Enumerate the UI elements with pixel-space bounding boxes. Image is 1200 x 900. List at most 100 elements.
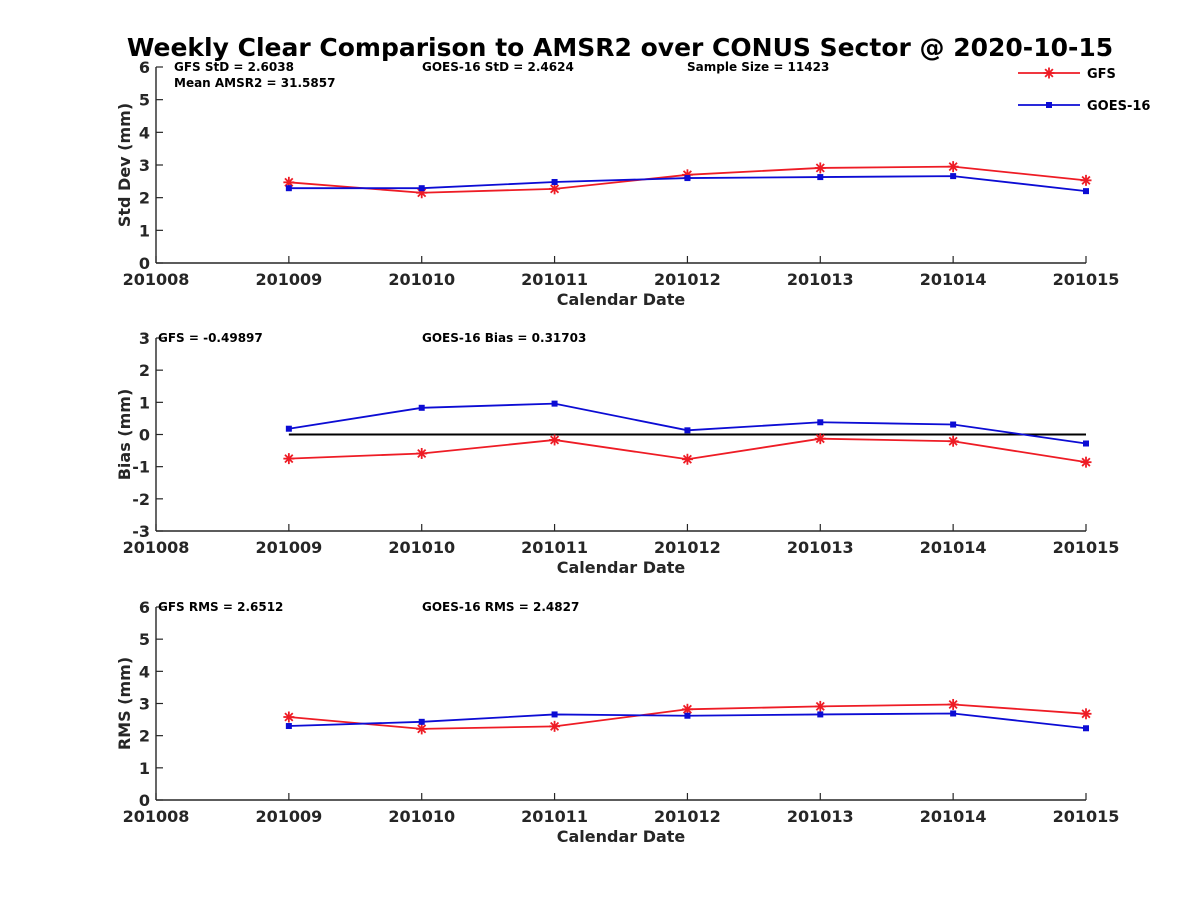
data-point-goes-16	[817, 174, 824, 181]
y-tick-label: 4	[139, 123, 150, 142]
data-point-goes-16	[817, 419, 824, 426]
stat-annotation: GFS = -0.49897	[158, 331, 263, 345]
x-tick-label: 201014	[920, 270, 987, 289]
stat-annotation: GFS StD = 2.6038	[174, 60, 294, 74]
y-tick-label: 2	[139, 727, 150, 746]
y-tick-label: 5	[139, 630, 150, 649]
x-tick-label: 201011	[521, 538, 588, 557]
x-tick-label: 201011	[521, 807, 588, 826]
data-point-gfs	[1080, 174, 1092, 186]
x-tick-label: 201009	[255, 270, 322, 289]
panel-3: 0 1 2 3 4 5 6 201008 201009 201010 201011 201012 201…	[115, 598, 1119, 846]
legend-label: GOES-16	[1087, 99, 1150, 114]
y-tick-label: 2	[139, 189, 150, 208]
y-tick-label: 6	[139, 58, 150, 77]
data-point-goes-16	[285, 425, 292, 432]
data-point-gfs	[947, 161, 959, 173]
legend-marker	[1046, 102, 1052, 108]
data-point-gfs	[283, 711, 295, 723]
legend: GFS GOES-16	[1018, 67, 1150, 114]
x-tick-label: 201014	[920, 807, 987, 826]
data-point-gfs	[681, 453, 693, 465]
y-tick-label: 4	[139, 662, 150, 681]
y-tick-label: 0	[139, 254, 150, 273]
x-axis-label: Calendar Date	[557, 827, 686, 846]
data-point-gfs	[416, 723, 428, 735]
stat-annotation: Sample Size = 11423	[687, 60, 829, 74]
data-point-goes-16	[684, 712, 691, 719]
data-point-goes-16	[551, 711, 558, 718]
x-tick-label: 201008	[123, 270, 190, 289]
data-point-gfs	[416, 447, 428, 459]
data-point-gfs	[1080, 456, 1092, 468]
x-tick-label: 201015	[1053, 807, 1120, 826]
x-tick-label: 201012	[654, 538, 721, 557]
stat-annotation: Mean AMSR2 = 31.5857	[174, 76, 335, 90]
x-tick-label: 201009	[255, 807, 322, 826]
legend-label: GFS	[1087, 67, 1116, 82]
y-tick-label: 2	[139, 361, 150, 380]
stat-annotation: GOES-16 Bias = 0.31703	[422, 331, 586, 345]
data-point-goes-16	[950, 421, 957, 428]
x-tick-label: 201012	[654, 270, 721, 289]
y-axis-label: Std Dev (mm)	[115, 103, 134, 227]
data-point-gfs	[814, 162, 826, 174]
data-point-goes-16	[1083, 725, 1089, 732]
x-tick-label: 201009	[255, 538, 322, 557]
legend-marker	[1043, 67, 1055, 79]
data-point-goes-16	[1083, 188, 1089, 195]
data-point-goes-16	[817, 711, 824, 718]
x-tick-label: 201011	[521, 270, 588, 289]
data-point-goes-16	[551, 178, 558, 185]
data-point-gfs	[283, 453, 295, 465]
data-point-goes-16	[285, 185, 292, 192]
data-point-gfs	[549, 720, 561, 732]
data-point-goes-16	[684, 427, 691, 434]
stat-annotation: GFS RMS = 2.6512	[158, 600, 283, 614]
x-tick-label: 201013	[787, 807, 854, 826]
y-tick-label: 1	[139, 221, 150, 240]
x-tick-label: 201010	[388, 270, 455, 289]
panel-2: -3 -2 -1 0 1 2 3 201008 201009 201010 201011 201012…	[115, 329, 1119, 577]
series-line-goes-16	[288, 402, 1087, 445]
y-tick-label: 1	[139, 759, 150, 778]
data-point-goes-16	[950, 710, 957, 717]
data-point-goes-16	[418, 718, 425, 725]
data-point-gfs	[947, 435, 959, 447]
y-tick-label: -3	[132, 522, 150, 541]
y-tick-label: 0	[139, 791, 150, 810]
y-tick-label: 1	[139, 393, 150, 412]
chart-title: Weekly Clear Comparison to AMSR2 over CO…	[127, 33, 1113, 62]
x-tick-label: 201015	[1053, 270, 1120, 289]
panel-1: 0 1 2 3 4 5 6 201008 201009 201010 201011 201012 201…	[115, 58, 1119, 309]
data-point-goes-16	[1083, 440, 1089, 447]
x-tick-label: 201012	[654, 807, 721, 826]
x-tick-label: 201015	[1053, 538, 1120, 557]
y-tick-label: 3	[139, 329, 150, 348]
y-tick-label: -2	[132, 490, 150, 509]
data-point-goes-16	[950, 173, 957, 180]
data-point-gfs	[1080, 708, 1092, 720]
data-point-goes-16	[551, 400, 558, 407]
data-point-goes-16	[418, 185, 425, 192]
data-point-gfs	[814, 433, 826, 445]
data-point-gfs	[947, 698, 959, 710]
x-axis-label: Calendar Date	[557, 558, 686, 577]
x-axis-label: Calendar Date	[557, 290, 686, 309]
y-tick-label: 3	[139, 695, 150, 714]
y-tick-label: 6	[139, 598, 150, 617]
data-point-goes-16	[285, 723, 292, 730]
legend-item-goes-16: GOES-16	[1018, 99, 1150, 114]
y-tick-label: 0	[139, 426, 150, 445]
data-point-goes-16	[684, 175, 691, 182]
y-axis-label: RMS (mm)	[115, 657, 134, 750]
y-tick-label: -1	[132, 458, 150, 477]
x-tick-label: 201010	[388, 807, 455, 826]
stat-annotation: GOES-16 RMS = 2.4827	[422, 600, 579, 614]
data-point-gfs	[549, 183, 561, 195]
x-tick-label: 201013	[787, 538, 854, 557]
x-tick-label: 201013	[787, 270, 854, 289]
x-tick-label: 201014	[920, 538, 987, 557]
